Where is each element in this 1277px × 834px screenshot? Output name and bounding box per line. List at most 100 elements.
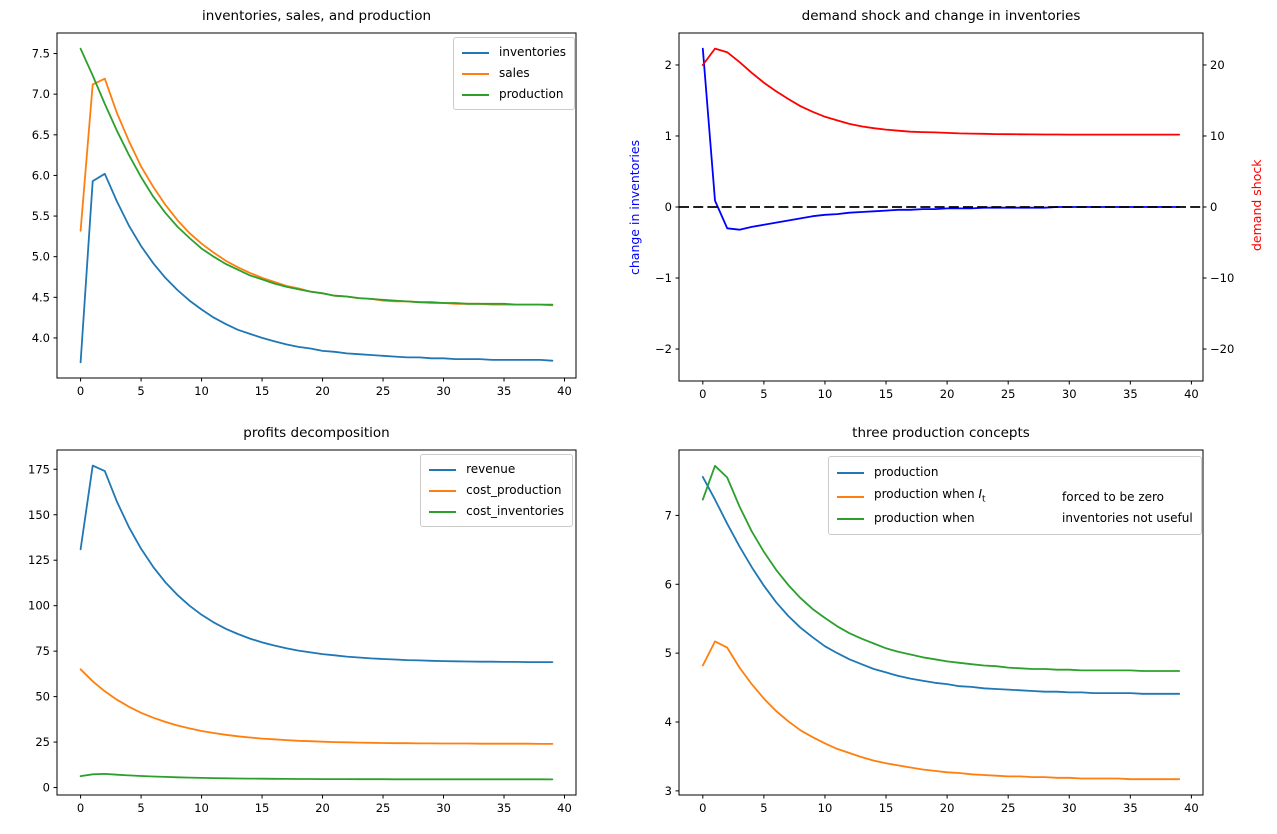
series-line-production <box>79 47 554 306</box>
y-tick-label: 0 <box>43 781 50 795</box>
series-line-production-when-i-t-forced-to-be-zero <box>701 640 1181 781</box>
y-tick-label: 7.5 <box>32 47 50 61</box>
legend-entry-revenue: revenue <box>429 459 564 480</box>
y-tick-label: 1 <box>665 129 672 143</box>
legend-label: sales <box>499 66 530 80</box>
y-tick-label: 5 <box>665 646 672 660</box>
legend-label-right: forced to be zero <box>1062 489 1165 504</box>
y-axis-label-change-in-inventories: change in inventories <box>627 139 642 275</box>
chart-title-demand-shock: demand shock and change in inventories <box>801 8 1081 24</box>
x-tick-label: 10 <box>818 801 833 815</box>
legend-line-swatch <box>462 51 490 54</box>
legend-label: production when It <box>874 487 986 505</box>
x-tick-label: 15 <box>255 384 270 398</box>
y-tick-label: 4.0 <box>32 331 50 345</box>
math-variable: I <box>978 487 983 501</box>
legend-entry-production: production <box>837 461 1193 484</box>
legend-line-swatch <box>429 489 457 492</box>
x-tick-label: 30 <box>1062 801 1077 815</box>
x-tick-label: 30 <box>436 384 451 398</box>
x-tick-label: 15 <box>255 801 270 815</box>
legend-entry-cost-inventories: cost_inventories <box>429 501 564 522</box>
y-tick-label: 2 <box>665 58 672 72</box>
x-tick-label: 5 <box>137 384 144 398</box>
x-tick-label: 20 <box>315 801 330 815</box>
y-tick-label: 3 <box>665 784 672 798</box>
legend-profits-decomposition: revenue cost_production cost_inventories <box>420 454 573 527</box>
x-tick-label: 35 <box>497 801 512 815</box>
legend-label-right: inventories not useful <box>1062 511 1193 525</box>
series-line-demand-shock <box>701 47 1181 136</box>
y-tick-label: −2 <box>655 342 672 356</box>
chart-title-profits-decomposition: profits decomposition <box>243 425 390 441</box>
x-tick-label: 40 <box>1184 387 1199 401</box>
series-line-production <box>701 475 1181 695</box>
axes-spines <box>56 32 577 379</box>
legend-inventories-sales-production: inventories sales production <box>453 37 575 110</box>
legend-entry-cost-production: cost_production <box>429 480 564 501</box>
legend-label: cost_inventories <box>466 504 564 518</box>
legend-entry-production-when: production when inventories not useful <box>837 507 1193 530</box>
series-line-inventories <box>79 172 554 364</box>
axes-spines <box>56 449 577 796</box>
axes-spines <box>678 449 1204 796</box>
x-tick-label: 35 <box>497 384 512 398</box>
x-tick-label: 25 <box>1001 387 1016 401</box>
legend-line-swatch <box>429 468 457 471</box>
x-tick-label: 0 <box>77 384 84 398</box>
x-tick-label: 35 <box>1123 387 1138 401</box>
series-line-cost-inventories <box>79 773 554 781</box>
legend-line-swatch <box>429 510 457 513</box>
y-tick-label: 6.0 <box>32 168 50 182</box>
y-tick-label: 175 <box>28 462 50 476</box>
y-tick-label: 5.5 <box>32 209 50 223</box>
x-tick-label: 20 <box>315 384 330 398</box>
legend-label: cost_production <box>466 483 562 497</box>
x-tick-label: 5 <box>760 801 767 815</box>
legend-label: production <box>874 465 939 479</box>
x-tick-label: 25 <box>376 801 391 815</box>
x-tick-label: 40 <box>557 801 572 815</box>
x-tick-label: 30 <box>436 801 451 815</box>
right-y-tick-label: 20 <box>1210 58 1225 72</box>
series-line-revenue <box>79 464 554 663</box>
x-tick-label: 5 <box>760 387 767 401</box>
y-tick-label: −1 <box>655 271 672 285</box>
x-tick-label: 0 <box>699 801 706 815</box>
y-axis-label-demand-shock: demand shock <box>1249 159 1264 251</box>
x-tick-label: 0 <box>699 387 706 401</box>
legend-entry-sales: sales <box>462 63 566 84</box>
x-tick-label: 40 <box>1184 801 1199 815</box>
chart-title-inventories-sales-production: inventories, sales, and production <box>201 8 432 24</box>
x-tick-label: 0 <box>77 801 84 815</box>
y-tick-label: 4 <box>665 715 672 729</box>
y-tick-label: 50 <box>35 690 50 704</box>
right-y-tick-label: 10 <box>1210 129 1225 143</box>
legend-entry-production: production <box>462 84 566 105</box>
legend-line-swatch <box>462 93 490 96</box>
y-tick-label: 7.0 <box>32 87 50 101</box>
x-tick-label: 5 <box>137 801 144 815</box>
y-tick-label: 150 <box>28 508 50 522</box>
y-tick-label: 0 <box>665 200 672 214</box>
math-subscript: t <box>982 494 986 505</box>
legend-line-swatch <box>837 496 864 499</box>
series-line-cost-production <box>79 668 554 745</box>
x-tick-label: 30 <box>1062 387 1077 401</box>
x-tick-label: 35 <box>1123 801 1138 815</box>
x-tick-label: 25 <box>1001 801 1016 815</box>
right-y-tick-label: −20 <box>1210 342 1234 356</box>
legend-label: inventories <box>499 45 566 59</box>
legend-line-swatch <box>837 471 864 474</box>
x-tick-label: 25 <box>376 384 391 398</box>
legend-line-swatch <box>837 517 864 520</box>
legend-line-swatch <box>462 72 490 75</box>
legend-label: revenue <box>466 462 516 476</box>
right-y-tick-label: 0 <box>1210 200 1217 214</box>
series-line-change-in-inventories <box>701 47 1181 231</box>
y-tick-label: 6.5 <box>32 128 50 142</box>
x-tick-label: 20 <box>940 387 955 401</box>
x-tick-label: 10 <box>194 801 209 815</box>
